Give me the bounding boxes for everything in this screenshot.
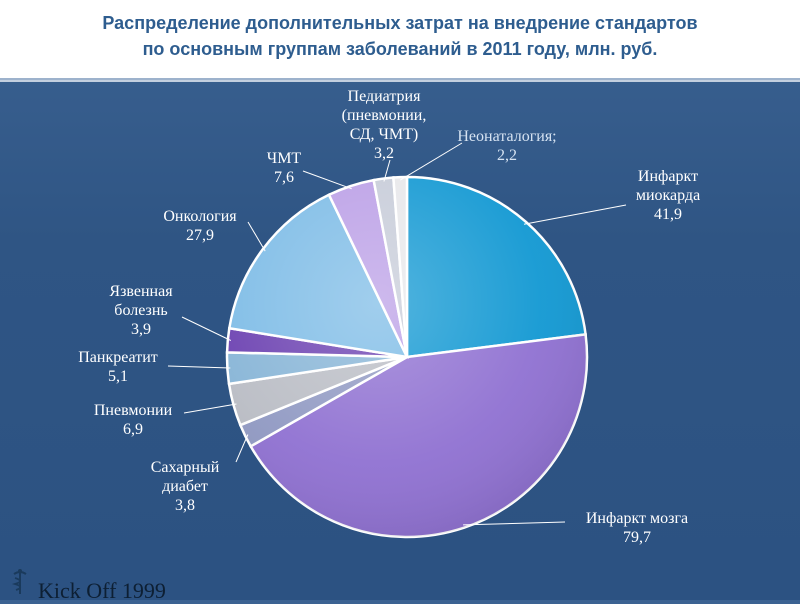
leader-lines [167,142,627,526]
slice-label-line-pnev: Пневмонии [94,402,173,419]
slice-label-line-chmt: ЧМТ [267,150,302,167]
slice-label-line-sd: Сахарный [151,459,220,476]
leader-line-pankr [167,365,231,369]
leader-line-neo [400,142,463,181]
slice-value-imz: 79,7 [623,529,651,546]
slice-label-sd: Сахарный диабет 3,8 [151,459,220,514]
slice-label-ped: Педиатрия (пневмонии, СД, ЧМТ) 3,2 [342,88,427,162]
slice-label-line-ped: СД, ЧМТ) [350,126,419,143]
leader-line-yazv [181,316,232,341]
slice-value-im: 41,9 [654,206,682,223]
slice-label-line-pankr: Панкреатит [78,349,158,366]
slice-label-line-onko: Онкология [163,208,237,225]
slice-labels: Инфаркт миокарда 41,9 Инфаркт мозга 79,7 Саха… [78,88,700,546]
slice-label-line-yazv: Язвенная [109,283,173,300]
slice-label-line-ped: Педиатрия [348,88,422,105]
slice-value-neo: 2,2 [497,147,517,164]
pie-chart: Инфаркт миокарда 41,9 Инфаркт мозга 79,7 Саха… [78,88,700,546]
title-bar: Распределение дополнительных затрат на в… [0,0,800,80]
slice-label-line-yazv: болезнь [114,302,167,319]
slice-value-pnev: 6,9 [123,421,143,438]
chart-title-line-1: Распределение дополнительных затрат на в… [102,13,698,33]
slice-label-line-im: миокарда [636,187,700,204]
slice-label-neo: Неонаталогия; 2,2 [457,128,556,164]
chart-title: Распределение дополнительных затрат на в… [0,10,800,62]
slice-label-im: Инфаркт миокарда 41,9 [636,168,700,223]
title-divider [0,80,800,82]
leader-line-im [523,204,627,225]
slice-label-line-ped: (пневмонии, [342,107,427,124]
leader-line-sd [235,434,249,463]
leader-line-onko [247,221,266,252]
slice-value-yazv: 3,9 [131,321,151,338]
slice-label-yazv: Язвенная болезнь 3,9 [109,283,173,338]
slice-label-line-im: Инфаркт [638,168,698,185]
slice-label-pnev: Пневмонии 6,9 [94,402,173,438]
slice-label-line-imz: Инфаркт мозга [586,510,688,527]
leader-line-ped [383,159,391,182]
slice-label-pankr: Панкреатит 5,1 [78,349,158,385]
leader-line-imz [463,521,566,526]
leader-line-chmt [302,170,352,190]
chart-title-line-2: по основным группам заболеваний в 2011 г… [142,39,658,59]
slice-label-onko: Онкология 27,9 [163,208,237,244]
slice-label-line-sd: диабет [162,478,208,495]
slice-label-imz: Инфаркт мозга 79,7 [586,510,688,546]
slice-label-chmt: ЧМТ 7,6 [267,150,302,186]
slice-value-onko: 27,9 [186,227,214,244]
footer-text: Kick Off 1999 [38,578,166,603]
leader-line-pnev [183,403,237,414]
slice-value-chmt: 7,6 [274,169,294,186]
slice-label-line-neo: Неонаталогия; [457,128,556,145]
slice-value-pankr: 5,1 [108,368,128,385]
slice-value-ped: 3,2 [374,145,394,162]
caduceus-logo-icon [11,569,27,594]
pie-slice-im [405,175,587,359]
slice-value-sd: 3,8 [175,497,195,514]
pie-slices [225,175,589,539]
